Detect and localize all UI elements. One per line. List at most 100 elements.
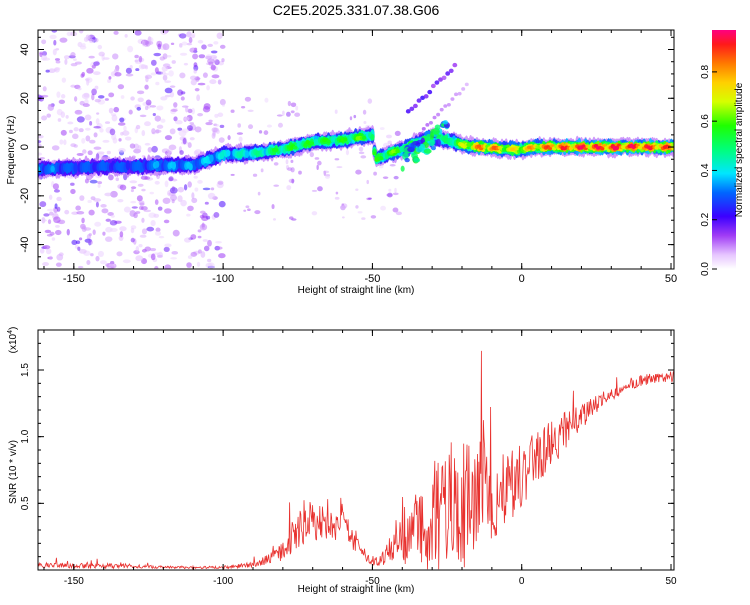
noise-blob xyxy=(358,151,365,155)
noise-blob xyxy=(107,79,112,83)
noise-blob xyxy=(41,39,47,45)
noise-blob xyxy=(149,247,157,252)
noise-blob xyxy=(73,127,79,132)
noise-blob xyxy=(152,112,156,117)
noise-blob xyxy=(258,130,263,134)
noise-blob xyxy=(142,40,151,47)
noise-blob xyxy=(290,102,297,108)
fringe-segment xyxy=(405,109,411,114)
noise-blob xyxy=(206,215,211,220)
fringe-segment xyxy=(439,107,444,112)
noise-blob xyxy=(335,191,339,195)
fringe-segment xyxy=(428,120,433,125)
ridge-segment xyxy=(292,145,298,150)
noise-blob xyxy=(156,124,164,129)
burst-blob xyxy=(423,148,432,154)
spectrogram-content xyxy=(38,30,674,269)
noise-blob xyxy=(134,30,142,36)
noise-blob xyxy=(52,48,57,56)
noise-blob xyxy=(115,177,120,182)
noise-blob xyxy=(179,33,187,39)
noise-blob xyxy=(207,192,216,200)
noise-blob xyxy=(192,53,199,60)
snr-scale-prefix: (x10 xyxy=(8,333,19,353)
noise-blob xyxy=(241,106,246,109)
noise-blob xyxy=(140,206,148,211)
noise-blob xyxy=(215,124,220,127)
noise-blob xyxy=(55,60,61,64)
ridge-segment xyxy=(226,149,231,157)
noise-blob xyxy=(197,112,204,117)
fringe-segment xyxy=(448,68,454,73)
noise-blob xyxy=(42,86,47,92)
noise-blob xyxy=(114,68,120,73)
noise-blob xyxy=(81,225,87,232)
noise-blob xyxy=(164,94,171,98)
ridge-segment xyxy=(288,147,294,151)
y-tick-label: 0 xyxy=(19,144,31,150)
fringe-segment xyxy=(434,80,440,85)
noise-blob xyxy=(181,128,189,133)
noise-blob xyxy=(129,143,136,149)
noise-blob xyxy=(187,142,192,149)
noise-blob xyxy=(73,58,77,62)
noise-blob xyxy=(395,211,402,216)
noise-blob xyxy=(157,43,162,50)
noise-blob xyxy=(130,237,135,243)
noise-blob xyxy=(238,136,243,142)
noise-blob xyxy=(60,94,66,99)
noise-blob xyxy=(51,30,58,33)
noise-blob xyxy=(90,196,96,201)
noise-blob xyxy=(209,79,217,85)
noise-blob xyxy=(41,51,47,57)
noise-blob xyxy=(141,228,148,235)
noise-blob xyxy=(85,127,91,131)
noise-blob xyxy=(76,116,85,123)
noise-blob xyxy=(150,219,156,227)
noise-blob xyxy=(59,37,68,43)
noise-blob xyxy=(341,216,345,219)
noise-blob xyxy=(190,251,198,257)
noise-blob xyxy=(177,127,183,131)
noise-blob xyxy=(149,191,155,195)
colorbar-label: Normalized spectral amplitude xyxy=(734,82,745,217)
x-tick-label: 0 xyxy=(519,576,525,587)
ridge-segment xyxy=(209,154,214,163)
noise-blob xyxy=(45,69,50,73)
noise-blob xyxy=(206,85,210,91)
noise-blob xyxy=(219,98,226,106)
noise-blob xyxy=(86,233,91,240)
noise-blob xyxy=(49,34,57,40)
noise-blob xyxy=(137,97,144,103)
burst-blob xyxy=(430,139,436,146)
noise-blob xyxy=(191,31,196,39)
noise-blob xyxy=(80,73,85,78)
noise-blob xyxy=(129,180,138,184)
noise-blob xyxy=(113,106,120,113)
noise-blob xyxy=(104,121,111,124)
fringe-segment xyxy=(427,89,433,95)
noise-blob xyxy=(53,39,57,46)
noise-blob xyxy=(58,252,64,257)
ridge-segment xyxy=(50,165,55,173)
noise-blob xyxy=(48,68,56,74)
noise-blob xyxy=(110,214,115,218)
noise-blob xyxy=(131,206,138,209)
noise-blob xyxy=(87,150,93,156)
ridge-segment xyxy=(309,141,315,145)
noise-blob xyxy=(108,92,115,98)
noise-blob xyxy=(84,178,89,184)
noise-blob xyxy=(367,98,373,104)
ridge-segment xyxy=(343,137,348,142)
noise-blob xyxy=(386,134,392,139)
noise-blob xyxy=(193,62,198,68)
noise-blob xyxy=(164,80,172,84)
fringe-segment xyxy=(450,97,455,101)
noise-blob xyxy=(81,217,85,224)
noise-blob xyxy=(154,199,159,205)
noise-blob xyxy=(324,173,331,179)
noise-blob xyxy=(358,146,364,152)
noise-blob xyxy=(119,231,124,238)
fringe-segment xyxy=(413,103,418,109)
ridge-segment xyxy=(244,150,250,158)
